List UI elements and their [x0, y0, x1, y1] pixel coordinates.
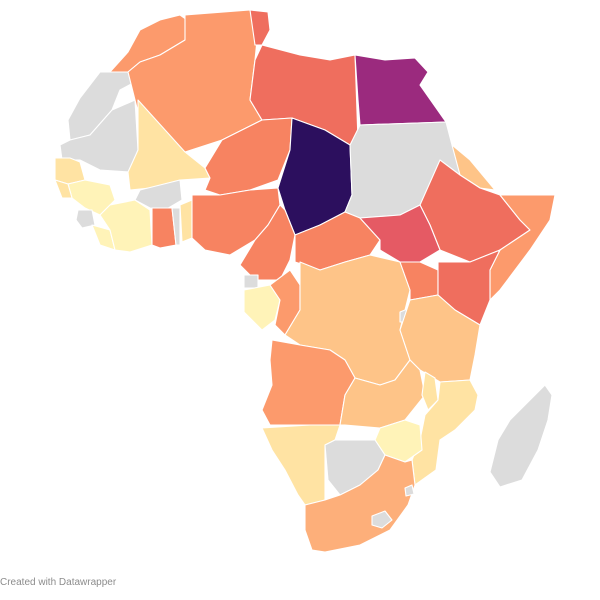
datawrapper-credit[interactable]: Created with Datawrapper	[0, 577, 117, 588]
country-egypt[interactable]	[354, 54, 447, 126]
country-togo[interactable]	[171, 207, 181, 246]
country-eswatini[interactable]	[404, 484, 415, 497]
country-madagascar[interactable]	[489, 384, 553, 488]
country-sierra-leone[interactable]	[75, 209, 96, 229]
country-south-africa[interactable]	[304, 454, 416, 553]
country-mozambique[interactable]	[411, 379, 479, 486]
country-lesotho[interactable]	[371, 510, 393, 529]
country-ghana[interactable]	[151, 207, 177, 249]
country-equatorial-guinea[interactable]	[243, 274, 259, 289]
country-senegal[interactable]	[54, 157, 86, 185]
country-zambia[interactable]	[339, 359, 426, 429]
country-south-sudan[interactable]	[359, 204, 441, 263]
country-guinea-w[interactable]	[54, 179, 73, 199]
country-tunisia[interactable]	[249, 9, 271, 46]
africa-choropleth-map	[54, 9, 556, 553]
country-cote-divoire[interactable]	[99, 199, 153, 253]
country-eritrea[interactable]	[451, 144, 496, 191]
country-benin[interactable]	[179, 199, 193, 243]
country-cameroon[interactable]	[239, 204, 296, 281]
